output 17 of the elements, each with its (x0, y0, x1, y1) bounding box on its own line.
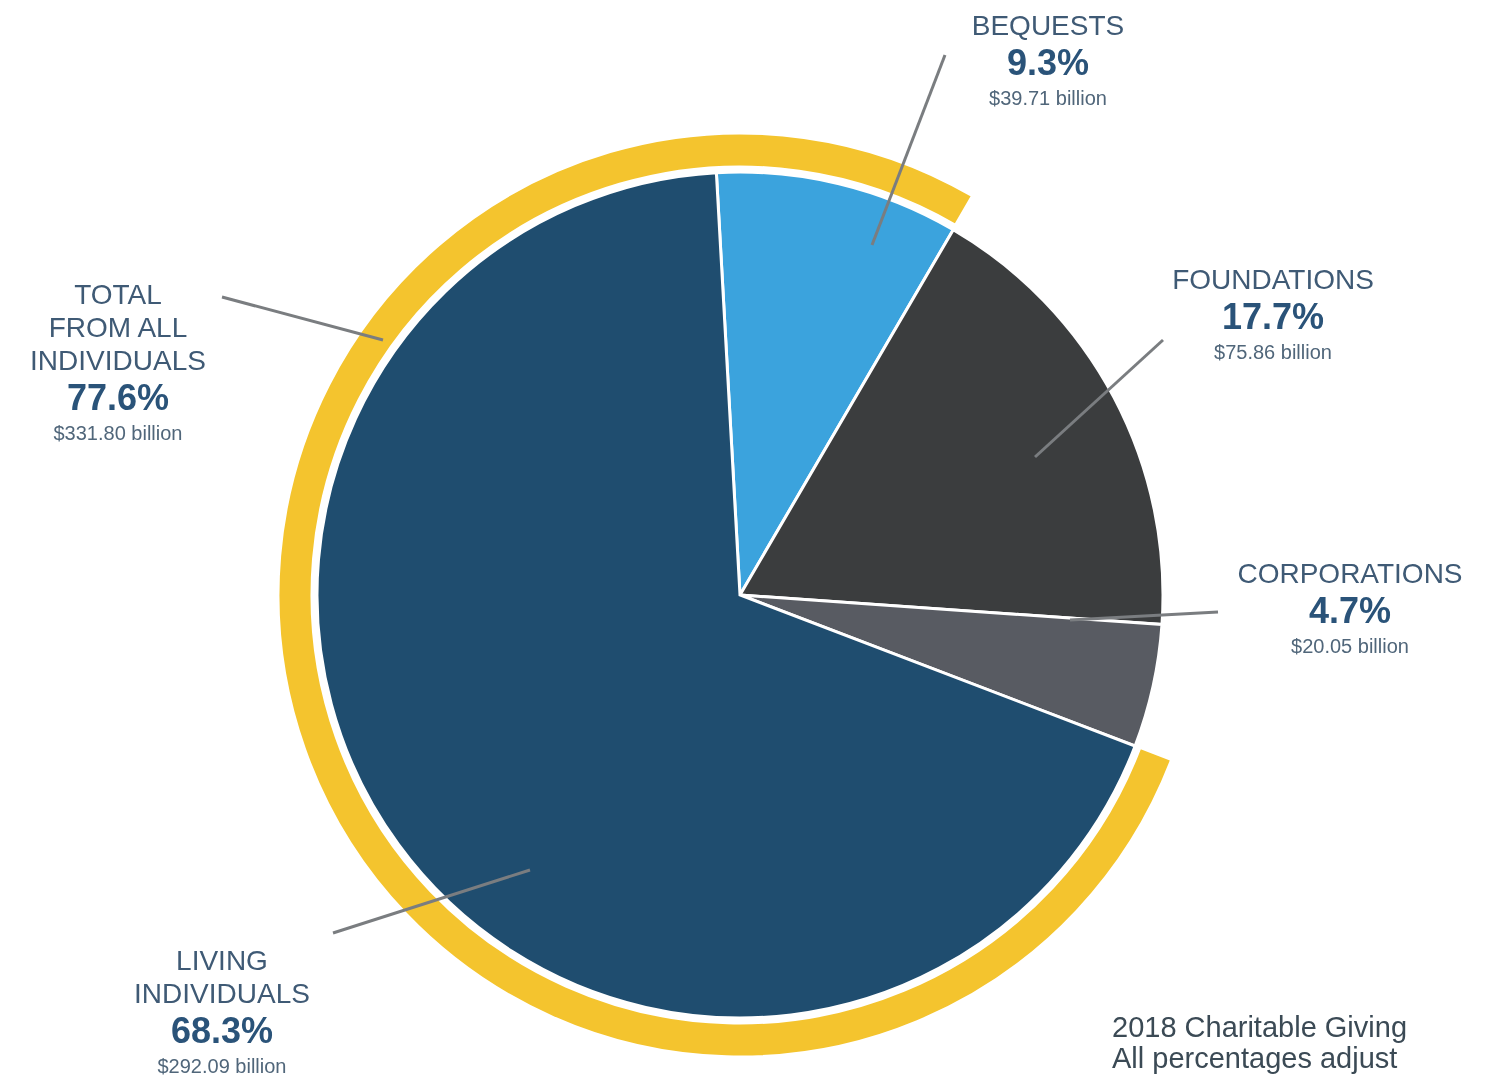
slice-label: CORPORATIONS (1237, 558, 1463, 589)
text: All percentages adjust (1112, 1042, 1398, 1074)
text: $331.80 billion (53, 422, 183, 444)
data-label: 9.3% (1006, 42, 1090, 83)
data-label: 68.3% (170, 1010, 274, 1051)
slice-label: TOTAL FROM ALL INDIVIDUALS (30, 279, 206, 376)
data-label: 17.7% (1221, 296, 1325, 337)
slice-label: BEQUESTS (971, 10, 1125, 41)
slice-label: FOUNDATIONS (1172, 264, 1374, 295)
slice-label: LIVING INDIVIDUALS (134, 945, 310, 1009)
text: $75.86 billion (1214, 341, 1332, 363)
text: 2018 Charitable Giving (1112, 1011, 1408, 1043)
data-label: 4.7% (1308, 590, 1392, 631)
text: $39.71 billion (989, 87, 1107, 109)
text: $292.09 billion (157, 1055, 287, 1077)
data-label: 77.6% (66, 377, 170, 418)
text: $20.05 billion (1291, 635, 1409, 657)
